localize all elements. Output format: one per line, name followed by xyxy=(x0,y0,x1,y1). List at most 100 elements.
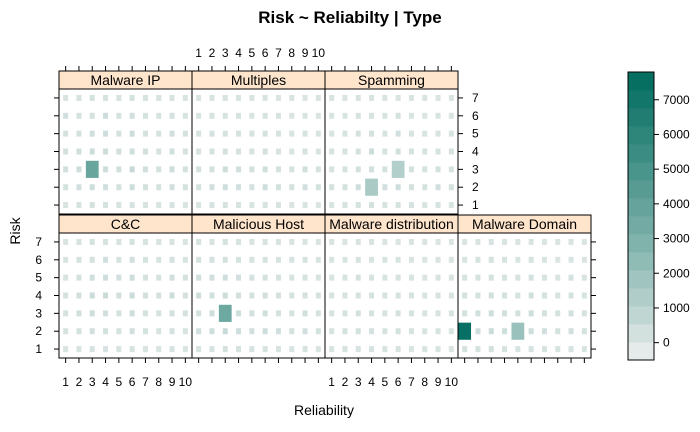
heat-cell xyxy=(249,310,255,317)
heat-cell xyxy=(103,130,109,137)
heat-cell xyxy=(116,310,122,317)
heat-cell xyxy=(63,184,69,191)
heat-cell xyxy=(209,310,215,317)
heat-cell xyxy=(315,346,321,353)
heat-cell xyxy=(275,346,281,353)
heat-cell xyxy=(209,184,215,191)
heat-cell xyxy=(209,328,215,335)
heat-cell xyxy=(382,94,388,101)
heat-cell xyxy=(169,238,175,245)
heat-cell xyxy=(76,166,82,173)
heat-cell xyxy=(342,346,348,353)
heat-cell xyxy=(156,112,162,119)
y-axis-label: Risk xyxy=(7,216,23,244)
heat-cell xyxy=(448,148,454,155)
heat-cell xyxy=(369,112,375,119)
panel-strip-label: Spamming xyxy=(358,72,425,88)
heat-cell xyxy=(395,238,401,245)
colorbar-segment xyxy=(628,162,654,181)
colorbar-segment xyxy=(628,108,654,127)
heat-cell xyxy=(528,346,534,353)
heat-cell xyxy=(116,346,122,353)
heat-cell xyxy=(395,310,401,317)
x-tick-label: 2 xyxy=(209,46,216,60)
heat-cell xyxy=(329,274,335,281)
heat-cell xyxy=(395,202,401,209)
heat-cell xyxy=(89,94,95,101)
heat-cell xyxy=(249,112,255,119)
heat-cell xyxy=(435,112,441,119)
heat-cell xyxy=(129,328,135,335)
x-tick-label: 6 xyxy=(395,375,402,389)
colorbar-tick-label: 4000 xyxy=(663,197,690,211)
heat-cell xyxy=(262,256,268,263)
heat-cell xyxy=(182,346,188,353)
heat-cell xyxy=(329,94,335,101)
heat-cell xyxy=(541,328,547,335)
heat-cell xyxy=(369,310,375,317)
heat-cell xyxy=(302,184,308,191)
x-tick-label: 5 xyxy=(116,375,123,389)
heat-cell xyxy=(355,112,361,119)
heat-cell xyxy=(262,238,268,245)
heat-cell xyxy=(289,310,295,317)
heat-cell xyxy=(395,148,401,155)
heat-cell xyxy=(475,310,481,317)
heat-cell xyxy=(315,166,321,173)
heat-cell xyxy=(382,328,388,335)
x-tick-label: 5 xyxy=(382,375,389,389)
heat-cell xyxy=(63,328,69,335)
heat-cell xyxy=(142,238,148,245)
heat-cell xyxy=(475,292,481,299)
colorbar-segment xyxy=(628,342,654,361)
heat-cell xyxy=(103,292,109,299)
heat-cell xyxy=(275,310,281,317)
heat-cell xyxy=(435,130,441,137)
heat-cell xyxy=(395,256,401,263)
x-tick-label: 8 xyxy=(421,375,428,389)
heat-cell xyxy=(196,166,202,173)
heat-cell xyxy=(156,238,162,245)
heat-cell xyxy=(76,346,82,353)
panel-candc: C&C xyxy=(58,214,193,359)
heat-cell xyxy=(541,238,547,245)
heat-cell xyxy=(289,148,295,155)
heat-cell xyxy=(528,274,534,281)
heat-cell xyxy=(448,256,454,263)
heat-cell xyxy=(196,256,202,263)
heat-cell xyxy=(488,238,494,245)
x-tick-label: 7 xyxy=(408,375,415,389)
heat-cell xyxy=(448,274,454,281)
heat-cell xyxy=(222,328,228,335)
heat-cell xyxy=(302,310,308,317)
heat-cell xyxy=(408,346,414,353)
heat-cell xyxy=(116,328,122,335)
x-tick-label: 10 xyxy=(179,375,193,389)
y-tick-label: 2 xyxy=(35,324,42,338)
heat-cell xyxy=(236,292,242,299)
heat-cell xyxy=(488,292,494,299)
x-tick-label: 7 xyxy=(275,46,282,60)
heat-cell xyxy=(422,256,428,263)
heat-cell xyxy=(382,166,388,173)
heat-cell xyxy=(422,94,428,101)
heat-cell xyxy=(222,94,228,101)
heat-cell xyxy=(568,292,574,299)
heat-cell xyxy=(422,328,428,335)
heat-cell xyxy=(408,148,414,155)
heat-cell xyxy=(209,274,215,281)
heat-cell xyxy=(448,166,454,173)
colorbar-tick-label: 2000 xyxy=(663,266,690,280)
heat-cell xyxy=(236,328,242,335)
heat-cell xyxy=(129,346,135,353)
heat-cell xyxy=(475,328,481,335)
heat-cell xyxy=(89,328,95,335)
heat-cell xyxy=(355,202,361,209)
heat-cell xyxy=(129,94,135,101)
heat-cell xyxy=(76,274,82,281)
colorbar-segment xyxy=(628,234,654,253)
heat-cell xyxy=(315,94,321,101)
heat-cell xyxy=(196,130,202,137)
heat-cell xyxy=(89,346,95,353)
heat-cell xyxy=(502,292,508,299)
